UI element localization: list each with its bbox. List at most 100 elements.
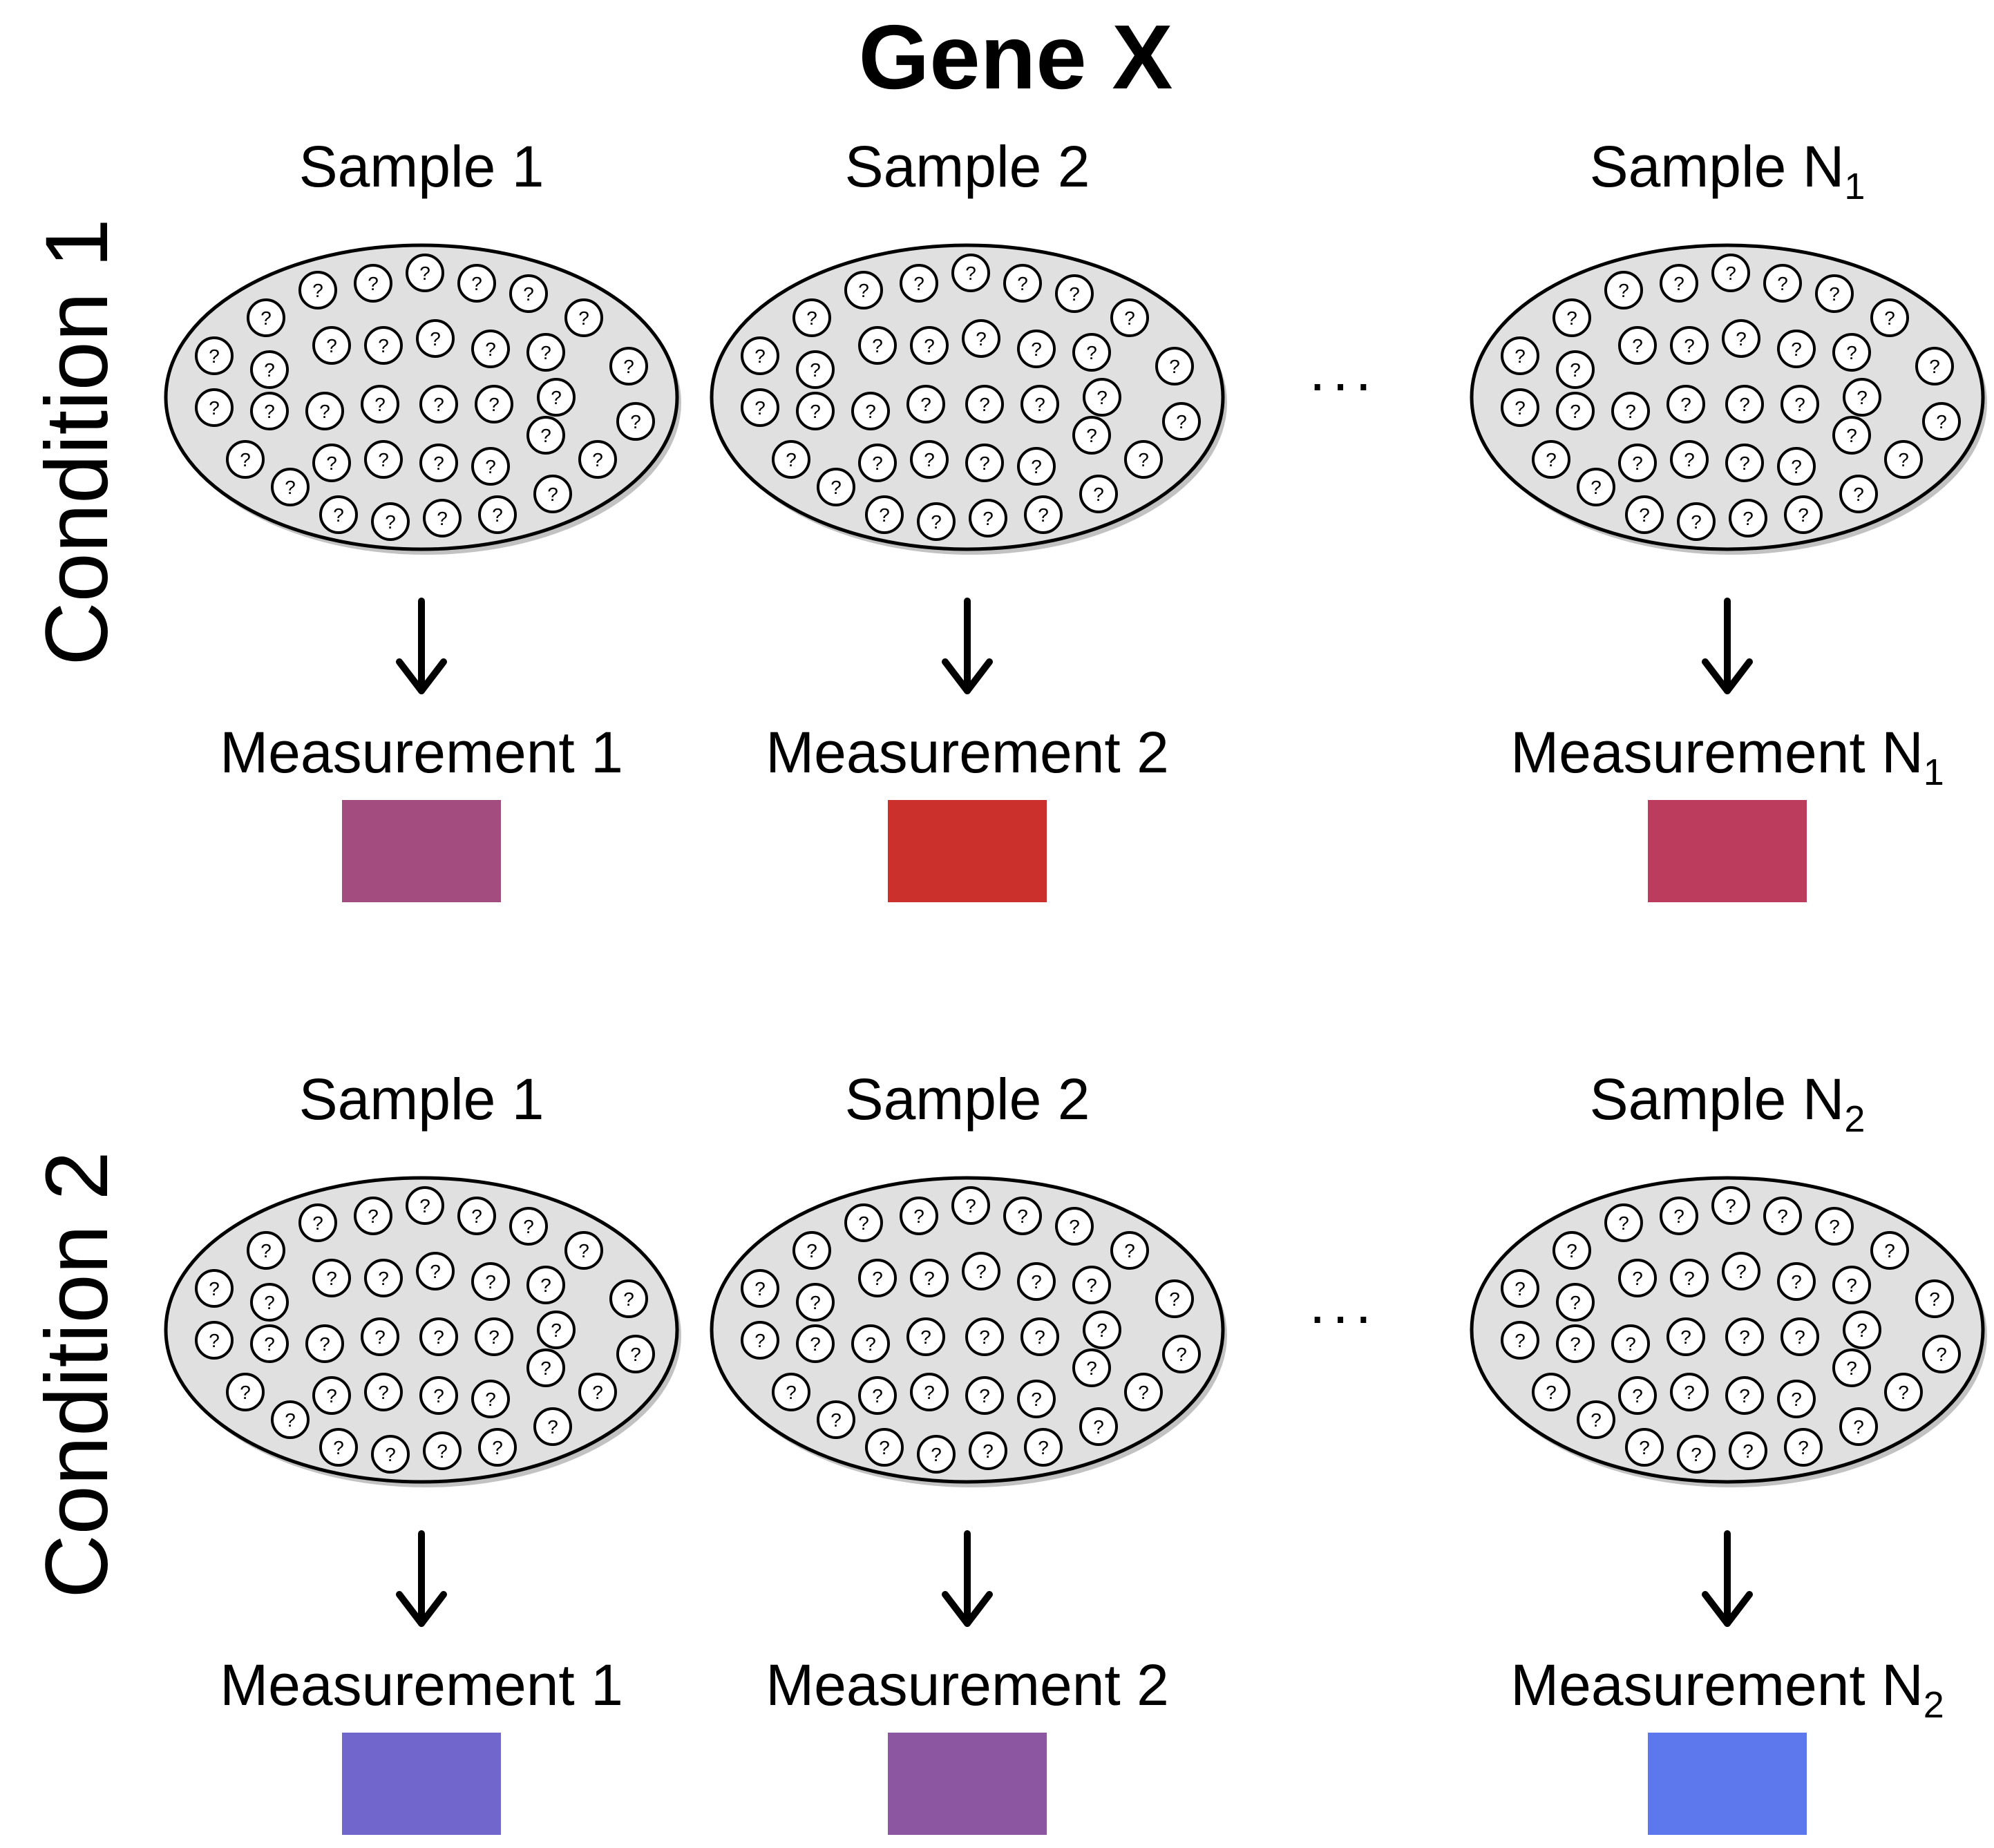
cell-question-mark: ? bbox=[924, 449, 935, 470]
cell-question-mark: ? bbox=[1570, 359, 1581, 381]
cell-question-mark: ? bbox=[209, 1278, 220, 1299]
cell-icon: ? bbox=[417, 1253, 453, 1289]
cell-icon: ? bbox=[1917, 1281, 1953, 1317]
cell-icon: ? bbox=[307, 393, 343, 429]
cell-question-mark: ? bbox=[485, 1389, 496, 1410]
cell-question-mark: ? bbox=[1898, 449, 1909, 470]
cell-question-mark: ? bbox=[312, 280, 323, 301]
cell-icon: ? bbox=[853, 1326, 889, 1362]
measurement-label: Measurement 2 bbox=[766, 1652, 1169, 1717]
cell-question-mark: ? bbox=[551, 1320, 562, 1341]
cell-icon: ? bbox=[742, 1270, 778, 1306]
cell-icon: ? bbox=[1018, 448, 1054, 484]
cell-question-mark: ? bbox=[326, 1385, 337, 1407]
cell-question-mark: ? bbox=[810, 359, 821, 381]
cell-question-mark: ? bbox=[1777, 273, 1788, 294]
cell-icon: ? bbox=[1778, 1381, 1814, 1417]
cell-question-mark: ? bbox=[492, 504, 503, 526]
cell-icon: ? bbox=[251, 352, 287, 388]
cell-question-mark: ? bbox=[326, 335, 337, 356]
measurement-label-text: Measurement N bbox=[1510, 1652, 1924, 1717]
cell-icon: ? bbox=[535, 476, 571, 512]
cell-icon: ? bbox=[1834, 417, 1870, 453]
cell-icon: ? bbox=[1727, 1319, 1763, 1355]
cell-icon: ? bbox=[196, 1270, 232, 1306]
cell-question-mark: ? bbox=[858, 280, 869, 301]
cell-question-mark: ? bbox=[540, 1275, 551, 1296]
cell-icon: ? bbox=[1626, 1429, 1662, 1465]
cell-icon: ? bbox=[580, 441, 616, 477]
cell-icon: ? bbox=[314, 327, 350, 363]
cell-question-mark: ? bbox=[264, 359, 275, 381]
cell-question-mark: ? bbox=[1591, 477, 1602, 498]
measurement-label: Measurement N1 bbox=[1510, 720, 1944, 793]
cell-question-mark: ? bbox=[1570, 1333, 1581, 1355]
cell-icon: ? bbox=[314, 445, 350, 481]
cell-question-mark: ? bbox=[1570, 1292, 1581, 1313]
cell-icon: ? bbox=[908, 1319, 944, 1355]
cell-question-mark: ? bbox=[1798, 504, 1809, 526]
cell-icon: ? bbox=[1081, 1409, 1117, 1445]
cell-icon: ? bbox=[1578, 469, 1614, 505]
cell-question-mark: ? bbox=[578, 307, 589, 329]
cell-icon: ? bbox=[473, 1264, 509, 1299]
cell-question-mark: ? bbox=[319, 401, 330, 422]
cell-question-mark: ? bbox=[368, 273, 379, 294]
cell-icon: ? bbox=[528, 334, 564, 370]
cell-question-mark: ? bbox=[471, 1206, 482, 1227]
cell-question-mark: ? bbox=[319, 1333, 330, 1355]
cell-icon: ? bbox=[1782, 1319, 1818, 1355]
cell-icon: ? bbox=[300, 1205, 336, 1241]
cell-icon: ? bbox=[1164, 403, 1199, 439]
conditions-layer: Condition 1 Sample 1?????????????????????… bbox=[28, 134, 1987, 1835]
cell-question-mark: ? bbox=[1093, 484, 1104, 505]
condition-label: Condition 2 bbox=[28, 1151, 126, 1599]
cell-question-mark: ? bbox=[1546, 1382, 1557, 1403]
cell-question-mark: ? bbox=[1515, 397, 1526, 419]
cell-icon: ? bbox=[967, 445, 1003, 481]
cell-question-mark: ? bbox=[1086, 342, 1097, 363]
measurement-swatch bbox=[888, 1733, 1047, 1835]
cell-question-mark: ? bbox=[1853, 484, 1864, 505]
cell-icon: ? bbox=[1157, 1281, 1193, 1317]
cell-icon: ? bbox=[407, 255, 443, 291]
cell-icon: ? bbox=[1084, 379, 1120, 415]
cell-question-mark: ? bbox=[1031, 1389, 1042, 1410]
cell-question-mark: ? bbox=[488, 1326, 500, 1348]
cell-icon: ? bbox=[424, 1433, 460, 1469]
cell-icon: ? bbox=[866, 497, 902, 533]
cell-question-mark: ? bbox=[979, 394, 990, 415]
cell-icon: ? bbox=[1164, 1336, 1199, 1372]
cell-question-mark: ? bbox=[433, 453, 444, 474]
cell-icon: ? bbox=[248, 300, 284, 336]
cell-question-mark: ? bbox=[1566, 307, 1577, 329]
cell-icon: ? bbox=[618, 1336, 654, 1372]
cell-question-mark: ? bbox=[1169, 356, 1180, 377]
cell-icon: ? bbox=[1620, 1260, 1655, 1296]
cell-question-mark: ? bbox=[1566, 1240, 1577, 1261]
cell-question-mark: ? bbox=[979, 453, 990, 474]
cell-icon: ? bbox=[1668, 386, 1704, 422]
cell-question-mark: ? bbox=[1515, 1330, 1526, 1351]
cell-icon: ? bbox=[511, 276, 547, 312]
cell-question-mark: ? bbox=[264, 1292, 275, 1313]
cell-icon: ? bbox=[953, 255, 989, 291]
cell-icon: ? bbox=[911, 441, 947, 477]
ellipsis: ... bbox=[1309, 1270, 1378, 1335]
cell-question-mark: ? bbox=[430, 328, 441, 350]
cell-question-mark: ? bbox=[264, 401, 275, 422]
cell-question-mark: ? bbox=[1898, 1382, 1909, 1403]
cell-icon: ? bbox=[1112, 1232, 1148, 1268]
cell-question-mark: ? bbox=[982, 1440, 994, 1462]
cell-icon: ? bbox=[1025, 1429, 1061, 1465]
cell-question-mark: ? bbox=[1791, 456, 1802, 477]
cell-question-mark: ? bbox=[1725, 1195, 1736, 1217]
cell-icon: ? bbox=[1778, 1264, 1814, 1299]
sample-label: Sample 2 bbox=[845, 1067, 1090, 1132]
cell-icon: ? bbox=[1502, 390, 1538, 426]
cell-question-mark: ? bbox=[1138, 449, 1149, 470]
cell-icon: ? bbox=[1723, 1253, 1759, 1289]
cell-question-mark: ? bbox=[1673, 1206, 1684, 1227]
cell-icon: ? bbox=[421, 1319, 457, 1355]
cell-icon: ? bbox=[421, 386, 457, 422]
